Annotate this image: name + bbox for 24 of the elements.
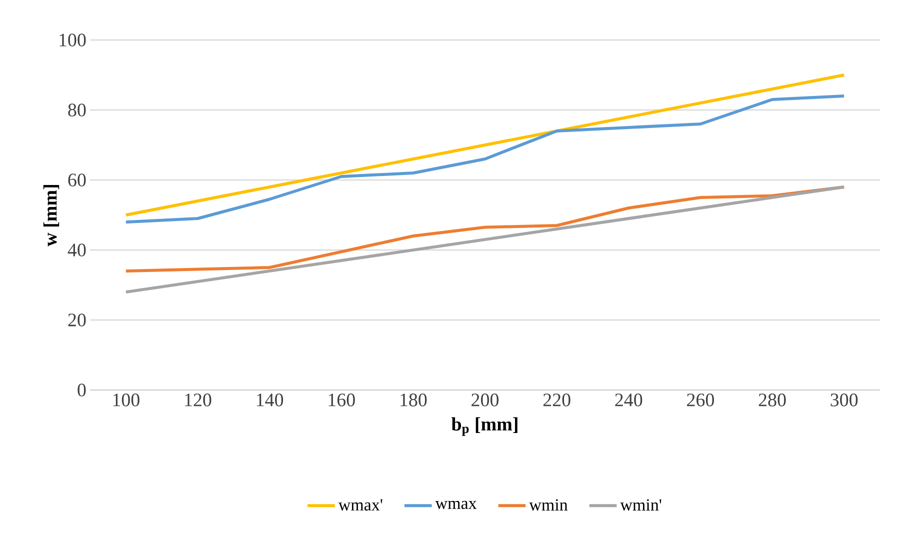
x-axis-title: b$_{p}$ [mm] bbox=[451, 417, 518, 436]
y-tick-label: 80 bbox=[68, 104, 86, 116]
y-tick-label: 40 bbox=[68, 244, 86, 256]
y-axis-title: w [mm] bbox=[43, 185, 60, 246]
x-tick-label: 120 bbox=[185, 394, 212, 406]
x-tick-label: 280 bbox=[758, 394, 786, 406]
legend-label: wmin' bbox=[620, 499, 662, 511]
x-tick-label: 200 bbox=[472, 394, 499, 406]
x-tick-label: 100 bbox=[113, 394, 140, 406]
y-tick-label: 60 bbox=[68, 174, 86, 186]
line-series bbox=[124, 94, 846, 224]
x-tick-label: 300 bbox=[830, 394, 858, 406]
x-tick-label: 220 bbox=[543, 394, 570, 406]
legend-label: wmax bbox=[435, 500, 477, 510]
legend-label: wmax' bbox=[338, 499, 382, 511]
x-tick-label: 160 bbox=[328, 394, 355, 406]
x-tick-label: 260 bbox=[687, 394, 714, 406]
y-tick-label: 0 bbox=[78, 384, 86, 396]
y-tick-label: 100 bbox=[60, 34, 86, 46]
legend-label: wmin bbox=[529, 499, 568, 511]
x-tick-label: 240 bbox=[615, 394, 642, 406]
x-tick-label: 140 bbox=[256, 394, 284, 406]
y-tick-label: 20 bbox=[68, 314, 86, 326]
x-tick-label: 180 bbox=[400, 394, 427, 406]
